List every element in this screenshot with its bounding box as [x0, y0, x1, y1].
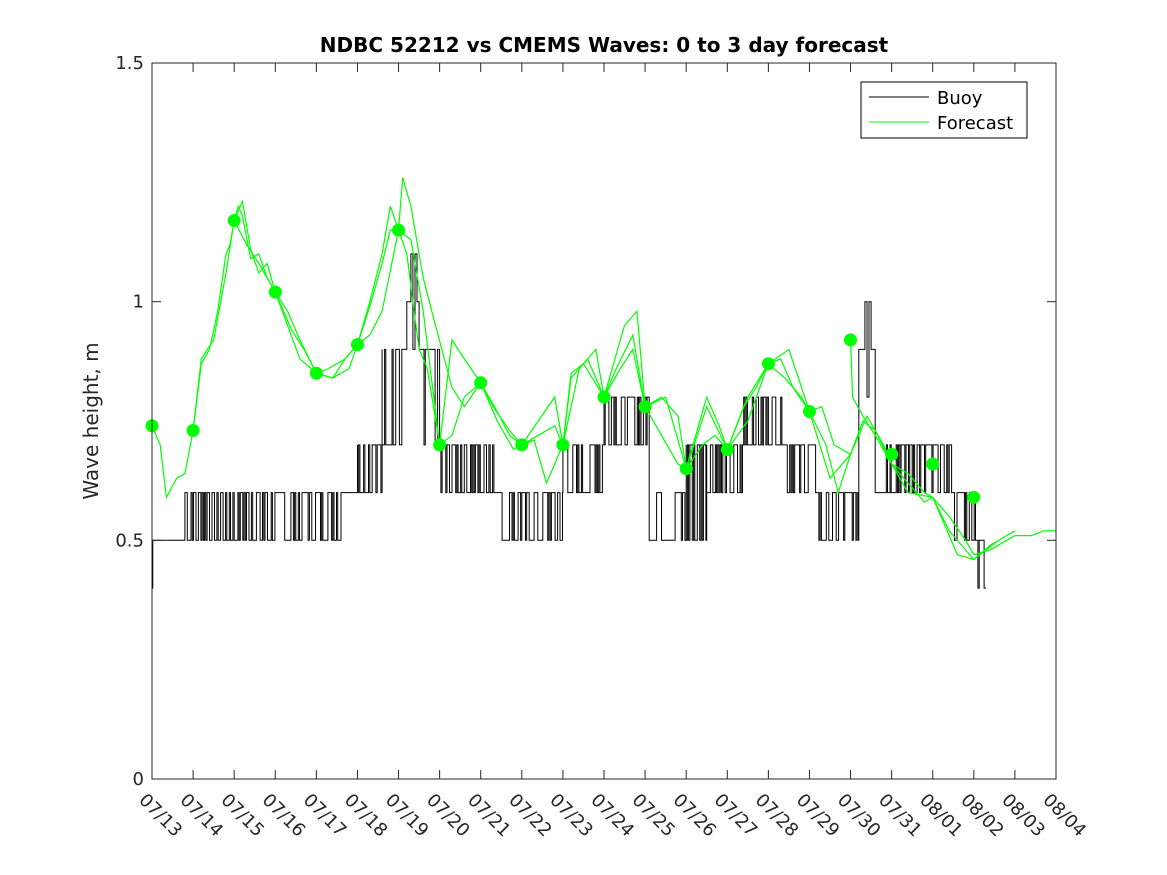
forecast-run-line — [192, 199, 317, 431]
forecast-run-line — [521, 347, 646, 446]
chart-title: NDBC 52212 vs CMEMS Waves: 0 to 3 day fo… — [320, 33, 889, 57]
axes — [151, 62, 1057, 780]
forecast-markers — [145, 214, 981, 504]
forecast-marker — [926, 457, 940, 471]
forecast-marker — [268, 285, 282, 299]
legend: Buoy Forecast — [860, 81, 1028, 139]
buoy-series — [152, 253, 987, 589]
forecast-marker — [186, 424, 200, 437]
legend-forecast-label: Forecast — [937, 113, 1013, 134]
y-tick-label: 1 — [133, 292, 144, 313]
forecast-run-line — [562, 309, 687, 470]
forecast-marker — [679, 462, 693, 476]
forecast-series — [151, 177, 1056, 561]
forecast-run-line — [603, 333, 728, 471]
forecast-run-line — [768, 348, 893, 480]
y-axis-label: Wave height, m — [79, 342, 103, 499]
forecast-run-line — [439, 338, 564, 446]
forecast-run-line — [809, 405, 933, 498]
forecast-run-line — [274, 229, 400, 379]
forecast-marker — [885, 447, 899, 461]
y-tick-label: 0.5 — [115, 530, 144, 551]
forecast-run-line — [356, 177, 482, 408]
buoy-line — [152, 253, 987, 589]
forecast-marker — [844, 333, 857, 347]
forecast-marker — [392, 223, 405, 237]
forecast-marker — [309, 366, 323, 380]
y-tick-label: 1.5 — [115, 53, 144, 74]
forecast-marker — [638, 400, 652, 414]
forecast-marker — [761, 357, 775, 371]
forecast-marker — [967, 490, 981, 504]
legend-box — [860, 81, 1028, 139]
y-tick-label: 0 — [133, 769, 144, 790]
forecast-marker — [515, 438, 529, 452]
forecast-run-line — [644, 363, 769, 471]
forecast-run-line — [891, 463, 1016, 561]
forecast-run-line — [685, 358, 810, 469]
forecast-run-line — [233, 220, 358, 375]
forecast-marker — [720, 443, 734, 457]
forecast-marker — [474, 376, 488, 390]
forecast-run-line — [316, 229, 441, 445]
forecast-run-line — [932, 497, 1056, 556]
legend-buoy-label: Buoy — [937, 88, 983, 109]
forecast-marker — [556, 438, 570, 452]
forecast-marker — [433, 438, 447, 452]
forecast-run-line — [151, 204, 276, 500]
forecast-marker — [227, 214, 241, 227]
forecast-marker — [351, 338, 364, 352]
forecast-marker — [597, 390, 611, 404]
forecast-run-line — [726, 362, 852, 495]
forecast-marker — [803, 405, 816, 418]
